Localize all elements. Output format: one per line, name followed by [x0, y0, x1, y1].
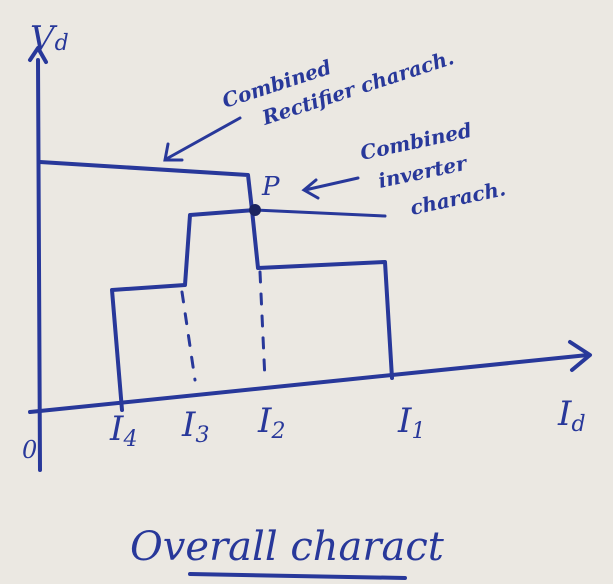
diagram: Vd Id 0 P I4 I3 I2 I1 Combined Rectifier…: [0, 0, 613, 584]
origin-label: 0: [22, 436, 37, 464]
point-label: P: [261, 172, 280, 202]
y-axis: [38, 60, 40, 470]
paper: [0, 0, 613, 584]
operating-point: [249, 204, 261, 216]
caption: Overall charact: [130, 524, 445, 570]
